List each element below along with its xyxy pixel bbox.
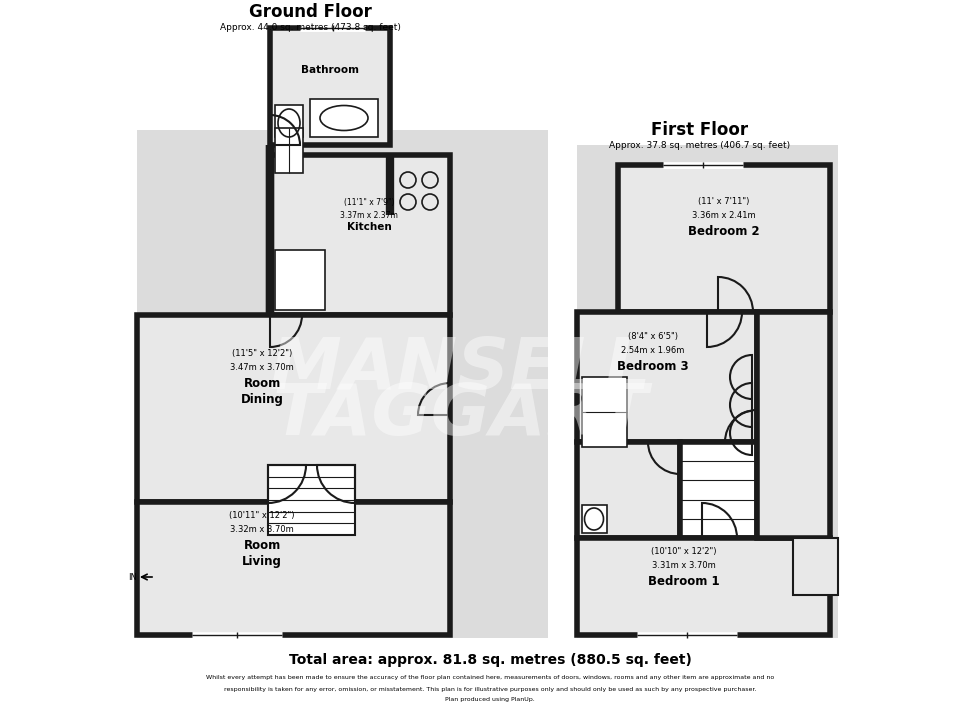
Text: (11' x 7'11"): (11' x 7'11") (699, 197, 750, 206)
Text: Ground Floor: Ground Floor (249, 3, 371, 21)
Bar (137, 502, 450, 635)
Text: Whilst every attempt has been made to ensure the accuracy of the floor plan cont: Whilst every attempt has been made to en… (206, 674, 774, 679)
Text: 3.47m x 3.70m: 3.47m x 3.70m (230, 362, 294, 372)
Bar (582, 505, 607, 533)
Bar (577, 145, 838, 638)
Text: (10'10" x 12'2"): (10'10" x 12'2") (651, 547, 716, 556)
Bar (577, 442, 680, 538)
Text: Bedroom 3: Bedroom 3 (616, 360, 688, 373)
Text: 3.31m x 3.70m: 3.31m x 3.70m (652, 561, 715, 570)
Text: Living: Living (242, 555, 282, 568)
Bar (268, 465, 355, 535)
Text: Approx. 37.8 sq. metres (406.7 sq. feet): Approx. 37.8 sq. metres (406.7 sq. feet) (610, 140, 791, 150)
Text: Bedroom 1: Bedroom 1 (648, 575, 719, 588)
Text: (11'1" x 7'9"): (11'1" x 7'9") (344, 199, 394, 207)
Text: Dining: Dining (241, 392, 283, 406)
Text: 3.32m x 3.70m: 3.32m x 3.70m (230, 525, 294, 534)
Bar (310, 99, 378, 137)
Bar (577, 312, 757, 442)
Bar (577, 538, 830, 635)
Bar (757, 312, 830, 538)
Bar (793, 538, 838, 595)
Bar (137, 315, 450, 502)
Text: TAGGART: TAGGART (272, 380, 648, 449)
Text: 3.36m x 2.41m: 3.36m x 2.41m (692, 211, 756, 219)
Bar (618, 165, 830, 312)
Bar (275, 250, 325, 310)
Bar (270, 155, 450, 315)
Bar (275, 105, 303, 137)
Text: Plan produced using PlanUp.: Plan produced using PlanUp. (445, 698, 535, 703)
Bar (582, 377, 627, 447)
Text: (8'4" x 6'5"): (8'4" x 6'5") (627, 332, 677, 341)
Bar (137, 130, 548, 638)
Text: Total area: approx. 81.8 sq. metres (880.5 sq. feet): Total area: approx. 81.8 sq. metres (880… (288, 653, 692, 667)
Bar (275, 128, 303, 173)
Text: MANSELL: MANSELL (270, 335, 651, 404)
Text: Room: Room (244, 377, 281, 389)
Text: (11'5" x 12'2"): (11'5" x 12'2") (232, 349, 292, 357)
Text: 3.37m x 2.37m: 3.37m x 2.37m (340, 211, 398, 219)
Bar (680, 442, 757, 538)
Text: Bathroom: Bathroom (301, 65, 359, 75)
Text: IN: IN (128, 572, 137, 582)
Text: 2.54m x 1.96m: 2.54m x 1.96m (621, 346, 684, 355)
Text: (10'11" x 12'2"): (10'11" x 12'2") (229, 511, 295, 520)
Text: Approx. 44.0 sq. metres (473.8 sq. feet): Approx. 44.0 sq. metres (473.8 sq. feet) (220, 23, 401, 31)
Text: Kitchen: Kitchen (347, 222, 391, 232)
Text: responsibility is taken for any error, omission, or misstatement. This plan is f: responsibility is taken for any error, o… (223, 686, 757, 691)
Bar (270, 28, 390, 145)
Text: First Floor: First Floor (652, 121, 749, 139)
Text: Room: Room (244, 540, 281, 553)
Text: Bedroom 2: Bedroom 2 (688, 225, 760, 238)
